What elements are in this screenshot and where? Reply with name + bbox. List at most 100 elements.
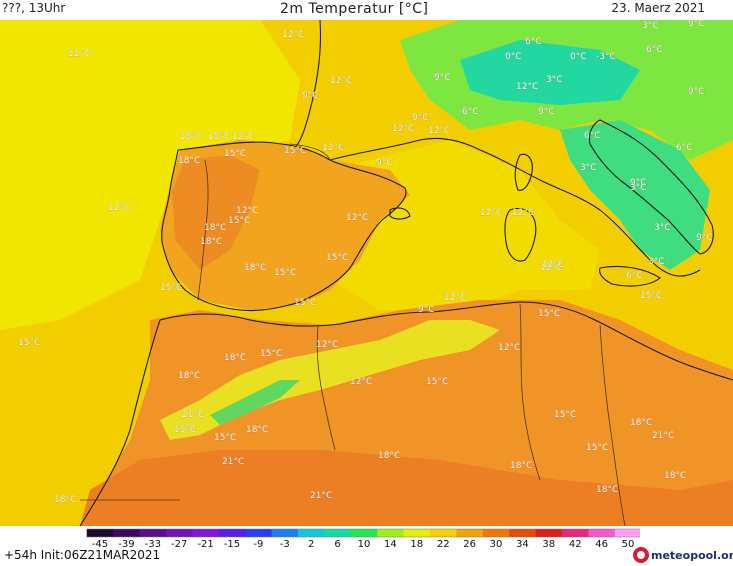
legend-tick-label: -45 [92,539,108,548]
map-header: ???, 13Uhr 2m Temperatur [°C] 23. Maerz … [0,0,733,20]
temperature-label: 6°C [676,143,693,153]
temperature-label: 9°C [696,233,713,243]
temperature-label: 12°C [540,263,562,273]
temperature-label: 21°C [222,457,244,467]
temperature-label: 15°C [208,132,230,142]
legend-swatch [430,529,457,537]
temperature-label: 12°C [350,377,372,387]
legend-swatch [192,529,220,537]
temperature-label: 18°C [178,156,200,166]
libya-border [599,324,626,526]
legend-swatch [562,529,589,537]
gulf-of-lion-coast [329,137,701,277]
legend-tick-label: 2 [308,539,314,548]
legend-swatch [614,529,640,537]
map-footer: -45 -39 -33 -27 -21 -15 -9 -3 2 6 10 14 18 22 26 30 34 38… [0,526,733,566]
temperature-label: 15°C [174,425,196,435]
iberia-hot-field [172,155,260,270]
northern-sea-field [0,20,300,330]
legend-tick-label: 34 [516,539,529,548]
temperature-label: 12°C [322,143,344,153]
temperature-label: 15°C [160,283,182,293]
temperature-label: 15°C [326,253,348,263]
iberia-coast [161,141,407,312]
legend-tick-label: 10 [358,539,371,548]
legend-tick-label: -33 [145,539,161,548]
temperature-label: 12°C [444,293,466,303]
temperature-label: 15°C [274,268,296,278]
spain-france-border [289,143,331,161]
legend-tick-label: -15 [224,539,240,548]
temperature-label: 9°C [434,73,451,83]
legend-swatch [324,529,352,537]
morocco-algeria-border [316,325,336,451]
meteopool-logo-icon [633,547,649,563]
legend-tick-label: 14 [384,539,397,548]
temperature-label: 12°C [68,49,90,59]
brand-name: meteopool.org [651,548,733,562]
legend-tick-label: -27 [171,539,187,548]
legend-tick-label: -39 [118,539,134,548]
italy-cold-field [560,120,710,270]
temperature-label: 12°C [480,208,502,218]
legend-swatch [298,529,325,537]
legend-swatch [456,529,484,537]
temperature-label: 6°C [462,107,479,117]
temperature-label: 15°C [224,149,246,159]
legend-swatch [218,529,246,537]
legend-tick-labels: -45 -39 -33 -27 -21 -15 -9 -3 2 6 10 14 18 22 26 30 34 38… [92,539,635,548]
legend-tick-label: 18 [410,539,423,548]
temperature-label: 9°C [376,158,393,168]
temperature-label: 18°C [244,263,266,273]
legend-swatch [588,529,616,537]
temperature-label: 18°C [510,461,532,471]
temperature-label: 3°C [654,223,671,233]
temperature-label: 12°C [232,132,254,142]
legend-color-bar [86,528,640,538]
temperature-label: 0°C [570,52,587,62]
temperature-label: 3°C [580,163,597,173]
temperature-label: 12°C [330,76,352,86]
sardinia [504,207,537,262]
legend-tick-label: 30 [490,539,503,548]
color-legend: -45 -39 -33 -27 -21 -15 -9 -3 2 6 10 14 18 22 26 30 34 38… [86,528,640,548]
legend-border [86,528,640,538]
legend-swatch [535,529,563,537]
temperature-label: 15°C [538,309,560,319]
temperature-label: 12°C [108,203,130,213]
coastlines [79,20,733,526]
temperature-label: 9°C [688,20,705,29]
temperature-label: 9°C [538,107,555,117]
temperature-label: 9°C [418,305,435,315]
legend-tick-label: 42 [569,539,582,548]
temperature-map: 12°C 12°C 9°C 12°C 0°C 6°C -3°C 0°C 3°C … [0,20,733,526]
algeria-tunisia-border [519,303,541,481]
legend-swatch [482,529,510,537]
map-title: 2m Temperatur [°C] [280,1,429,17]
temperature-label: 18°C [378,451,400,461]
temperature-label: 12°C [498,343,520,353]
legend-tick-label: 50 [622,539,635,548]
temperature-label: 6°C [626,271,643,281]
temperature-label: 21°C [652,431,674,441]
alps-colder-field [460,40,640,105]
temperature-label: 15°C [294,298,316,308]
temperature-label: 9°C [688,87,705,97]
temperature-label: 9°C [412,113,429,123]
france-coast [295,20,322,147]
legend-swatch [139,529,167,537]
brand-logo-link[interactable]: meteopool.org [633,546,733,564]
temperature-label: -3°C [596,52,616,62]
temperature-label: 18°C [180,132,202,142]
legend-tick-label: 46 [595,539,608,548]
legend-tick-label: 38 [542,539,555,548]
temperature-label: 6°C [584,131,601,141]
temperature-label: 18°C [630,418,652,428]
legend-swatch [509,529,537,537]
north-africa-coast [159,301,733,381]
temperature-label: 18°C [246,425,268,435]
temperature-label: 15°C [228,216,250,226]
temperature-label: 15°C [260,349,282,359]
legend-swatch [166,529,193,537]
temperature-label: 21°C [182,410,204,420]
